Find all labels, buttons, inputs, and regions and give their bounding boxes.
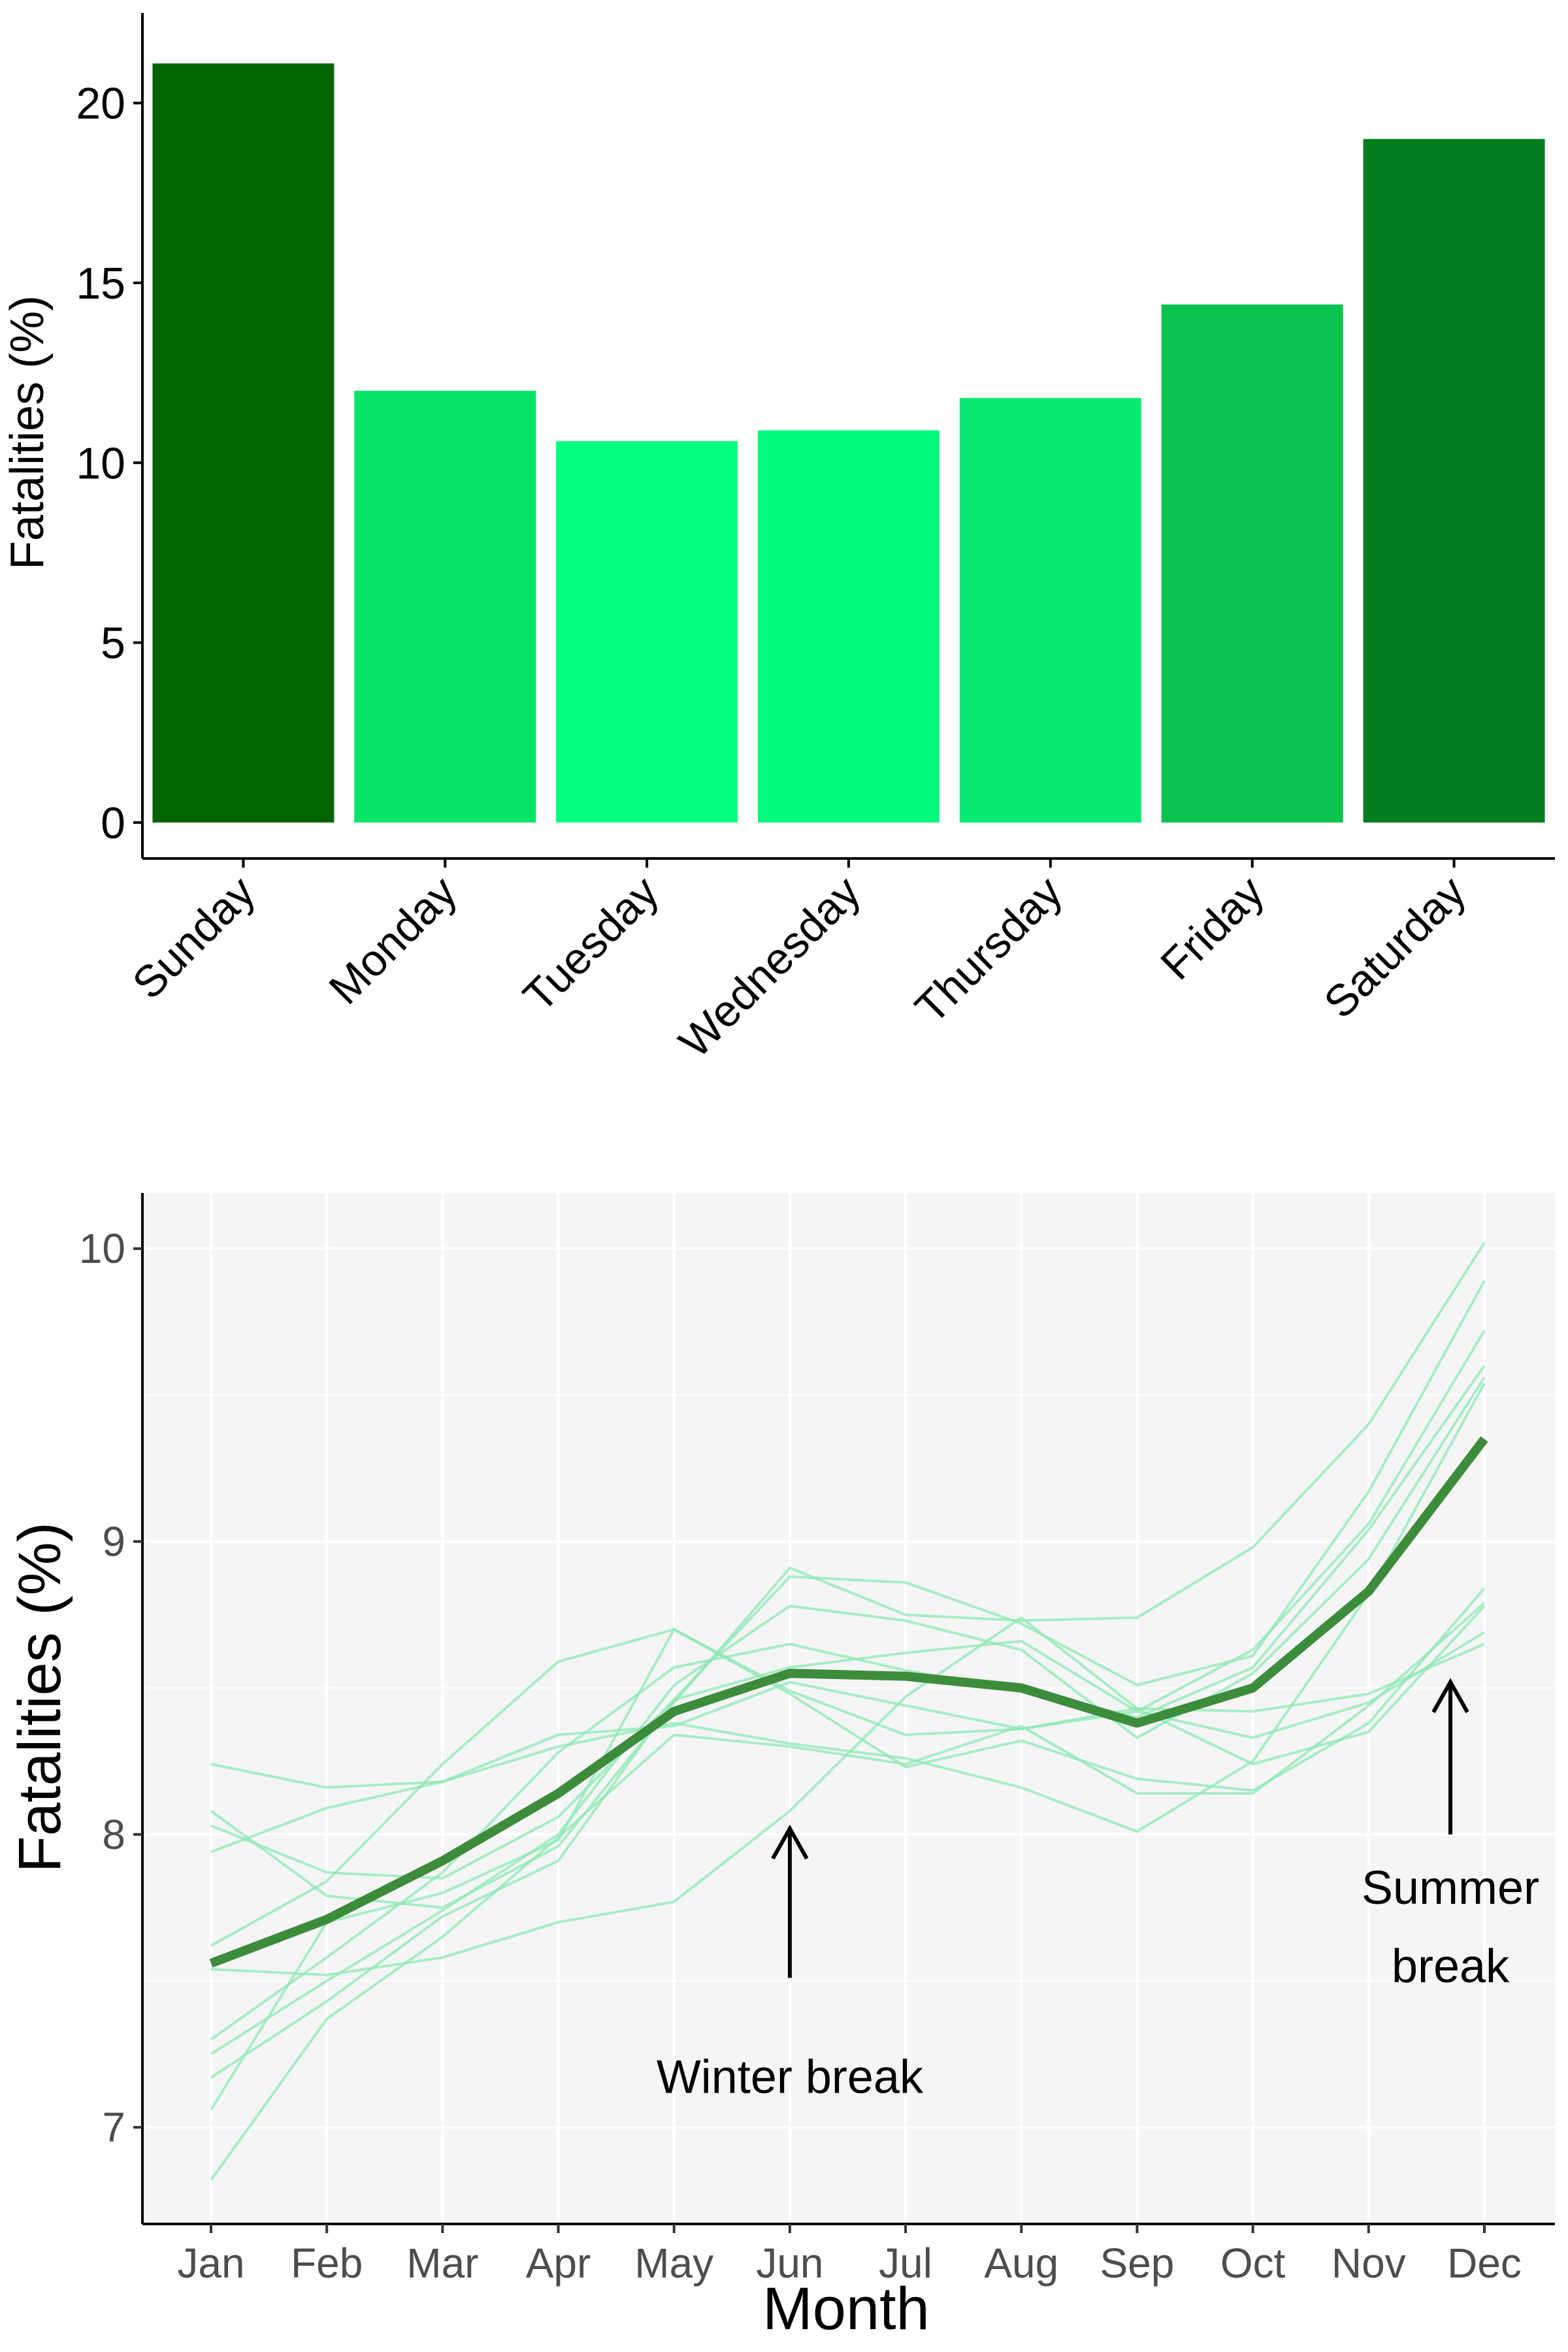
y-tick-label: 0 [101,798,125,848]
x-tick-label-feb: Feb [291,2240,363,2287]
y-tick-label: 20 [76,79,125,129]
bar-monday [354,391,536,823]
series-line-11 [210,1605,1486,1976]
average-line [209,1436,1488,1968]
x-tick-label-apr: Apr [526,2240,591,2287]
bar-friday [1161,304,1343,823]
series-line-7 [210,1377,1486,2055]
x-tick-label-oct: Oct [1220,2240,1286,2287]
series-line-6 [210,1365,1486,2041]
top-x-axis-ticks: Sunday Monday Tuesday Wednesday Thursday Frid… [123,858,1475,1068]
annotation-label: break [1392,1940,1510,1993]
bar-thursday [959,398,1141,823]
line-chart: 7 8 9 10 Jan Feb Mar Apr May Jun Jul Aug Sep Oct Nov D… [7,1193,1555,2342]
series-line-3 [210,1242,1486,1909]
annotation-label: Winter break [657,2051,924,2103]
x-tick-label-monday: Monday [319,867,466,1014]
x-tick-label-wednesday: Wednesday [670,867,870,1068]
bar-saturday [1363,139,1545,823]
series-line-5 [210,1330,1486,1947]
x-tick-label-mar: Mar [406,2240,478,2287]
y-tick-label: 7 [102,2104,125,2151]
y-tick-label: 15 [76,259,125,308]
x-tick-label-sep: Sep [1100,2240,1175,2287]
annotation-1: Summer break [1362,1678,1539,1993]
annotation-label: Summer [1362,1862,1539,1914]
x-tick-label-saturday: Saturday [1315,867,1475,1028]
top-y-axis-title: Fatalities (%) [1,295,54,570]
y-tick-label: 8 [102,1811,125,1858]
bottom-y-axis-ticks: 7 8 9 10 [79,1225,142,2151]
bottom-x-axis-title: Month [762,2276,930,2342]
series-line-8 [210,1631,1486,2079]
bar-wednesday [758,430,939,823]
y-tick-label: 10 [76,438,125,488]
bar-tuesday [556,441,738,823]
x-tick-label-aug: Aug [984,2240,1058,2287]
series-line-2 [210,1642,1485,1854]
grid-lines [142,1193,1555,2224]
plot-panel [142,1193,1555,2224]
x-tick-label-dec: Dec [1447,2240,1522,2287]
arrow-head [1431,1678,1469,1714]
annotation-0: Winter break [657,1824,924,2103]
x-tick-label-jun: Jun [756,2240,823,2287]
x-tick-label-tuesday: Tuesday [514,867,668,1021]
annotations: Winter break Summer break [657,1678,1539,2103]
y-tick-label: 5 [101,619,125,668]
x-tick-label-jan: Jan [177,2240,244,2287]
x-tick-label-jul: Jul [879,2240,932,2287]
bottom-y-axis-title: Fatalities (%) [7,1522,73,1873]
x-tick-label-sunday: Sunday [123,867,265,1009]
bar-series [152,63,1545,823]
bar-chart: 0 5 10 15 20 Sunday Monday Tuesday Wednesday Thu… [1,13,1555,1068]
arrow-head [771,1824,809,1860]
top-y-axis-ticks: 0 5 10 15 20 [76,79,142,848]
bar-sunday [152,63,335,823]
x-tick-label-may: May [634,2240,713,2287]
x-tick-label-nov: Nov [1331,2240,1406,2287]
monthly-series-lines [210,1242,1486,2181]
x-tick-label-thursday: Thursday [906,867,1071,1033]
bottom-x-axis-ticks: Jan Feb Mar Apr May Jun Jul Aug Sep Oct Nov Dec [177,2224,1522,2287]
y-tick-label: 10 [79,1225,125,1272]
y-tick-label: 9 [102,1518,125,1565]
x-tick-label-friday: Friday [1151,867,1273,989]
average-series-line [209,1436,1488,1968]
